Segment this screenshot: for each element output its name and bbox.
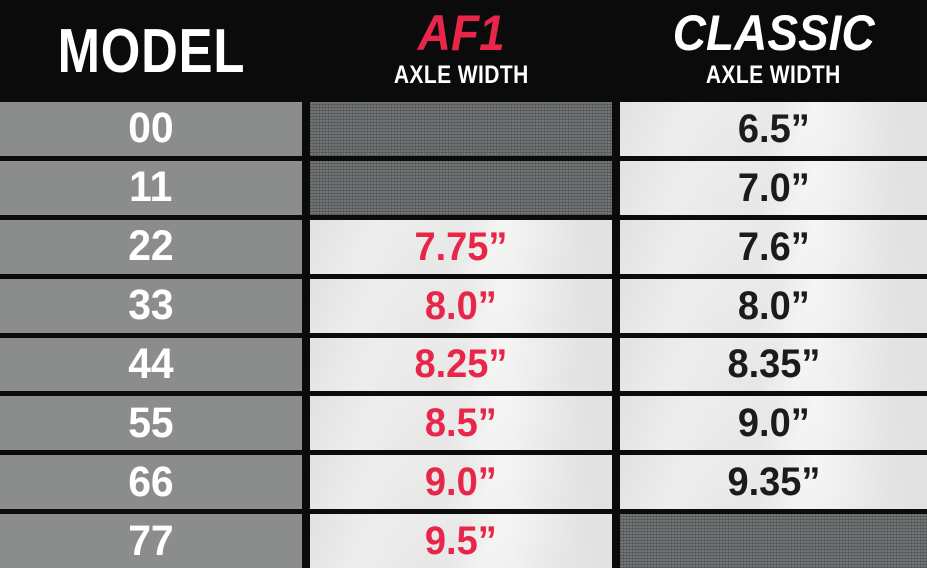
classic-cell-11: 7.0” [620,160,927,215]
model-cell-22-text: 22 [128,222,174,271]
model-cell-11: 11 [0,160,302,215]
classic-cell-66: 9.35” [620,455,927,510]
af1-column-subtitle: AXLE WIDTH [393,60,529,89]
classic-cell-22-text: 7.6” [737,224,810,269]
model-cell-00: 00 [0,102,302,156]
classic-cell-55: 9.0” [620,396,927,451]
model-cell-77-text: 77 [128,516,174,565]
af1-cell-55-text: 8.5” [425,401,497,446]
af1-cell-22: 7.75” [310,219,612,274]
model-cell-66: 66 [0,455,302,510]
classic-cell-33: 8.0” [620,278,927,333]
af1-cell-55: 8.5” [310,396,612,451]
model-cell-66-text: 66 [128,457,174,506]
af1-cell-33-text: 8.0” [425,283,497,328]
header-model: MODEL [0,0,302,97]
model-cell-00-text: 00 [128,104,174,153]
classic-cell-22: 7.6” [620,219,927,274]
af1-column-title: AF1 [417,4,505,61]
classic-cell-00: 6.5” [620,102,927,156]
classic-cell-44: 8.35” [620,337,927,392]
model-cell-33-text: 33 [128,281,174,330]
model-cell-11-text: 11 [129,163,173,212]
af1-cell-66-text: 9.0” [425,460,497,505]
classic-cell-55-text: 9.0” [737,401,810,446]
model-cell-44-text: 44 [128,339,174,388]
af1-cell-11 [310,160,612,215]
model-cell-44: 44 [0,337,302,392]
header-classic: CLASSIC AXLE WIDTH [620,0,927,97]
classic-column-subtitle: AXLE WIDTH [706,60,841,89]
af1-cell-44: 8.25” [310,337,612,392]
af1-cell-22-text: 7.75” [414,224,508,269]
classic-column-title: CLASSIC [672,4,875,61]
af1-cell-44-text: 8.25” [414,342,508,387]
model-cell-55: 55 [0,396,302,451]
model-cell-77: 77 [0,514,302,568]
af1-cell-66: 9.0” [310,455,612,510]
model-cell-22: 22 [0,219,302,274]
classic-cell-66-text: 9.35” [727,460,820,505]
af1-cell-77-text: 9.5” [425,519,497,564]
classic-cell-77 [620,514,927,568]
model-cell-55-text: 55 [128,398,174,447]
model-cell-33: 33 [0,278,302,333]
header-af1: AF1 AXLE WIDTH [310,0,612,97]
classic-cell-11-text: 7.0” [737,165,810,210]
classic-cell-44-text: 8.35” [727,342,820,387]
classic-cell-33-text: 8.0” [737,283,810,328]
af1-cell-00 [310,102,612,156]
model-column-title: MODEL [57,16,245,86]
af1-cell-33: 8.0” [310,278,612,333]
af1-cell-77: 9.5” [310,514,612,568]
classic-cell-00-text: 6.5” [737,106,810,151]
